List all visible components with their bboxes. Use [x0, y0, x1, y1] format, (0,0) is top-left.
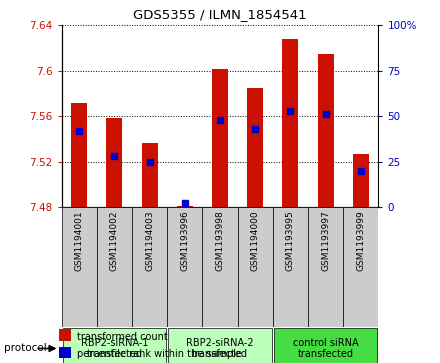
Text: percentile rank within the sample: percentile rank within the sample	[77, 349, 242, 359]
Bar	[177, 206, 193, 207]
Bar	[97, 207, 132, 327]
Bar	[353, 154, 369, 207]
Bar	[167, 207, 202, 327]
Text: transformed count: transformed count	[77, 331, 168, 342]
Text: protocol: protocol	[4, 343, 47, 354]
Text: GSM1193999: GSM1193999	[356, 211, 365, 271]
Text: GSM1194000: GSM1194000	[251, 211, 260, 271]
Title: GDS5355 / ILMN_1854541: GDS5355 / ILMN_1854541	[133, 8, 307, 21]
Bar	[106, 118, 122, 207]
Bar	[247, 88, 263, 207]
Bar	[168, 327, 272, 363]
Bar	[62, 207, 97, 327]
Text: RBP2-siRNA-1
transfected: RBP2-siRNA-1 transfected	[81, 338, 148, 359]
Bar	[71, 102, 87, 207]
Bar	[274, 327, 378, 363]
Text: GSM1193997: GSM1193997	[321, 211, 330, 271]
Text: RBP2-siRNA-2
transfected: RBP2-siRNA-2 transfected	[186, 338, 254, 359]
Text: GSM1194001: GSM1194001	[75, 211, 84, 271]
Bar	[238, 207, 273, 327]
Text: control siRNA
transfected: control siRNA transfected	[293, 338, 359, 359]
Bar	[343, 207, 378, 327]
Bar	[132, 207, 167, 327]
Text: GSM1194002: GSM1194002	[110, 211, 119, 271]
Bar	[59, 329, 71, 341]
Bar	[202, 207, 238, 327]
Bar	[212, 69, 228, 207]
Bar	[142, 143, 158, 207]
Bar	[273, 207, 308, 327]
Bar	[318, 54, 334, 207]
Text: GSM1193998: GSM1193998	[216, 211, 224, 271]
Bar	[308, 207, 343, 327]
Bar	[59, 347, 71, 358]
Text: GSM1193996: GSM1193996	[180, 211, 189, 271]
Bar	[282, 39, 298, 207]
Text: GSM1194003: GSM1194003	[145, 211, 154, 271]
Text: GSM1193995: GSM1193995	[286, 211, 295, 271]
Bar	[62, 327, 166, 363]
